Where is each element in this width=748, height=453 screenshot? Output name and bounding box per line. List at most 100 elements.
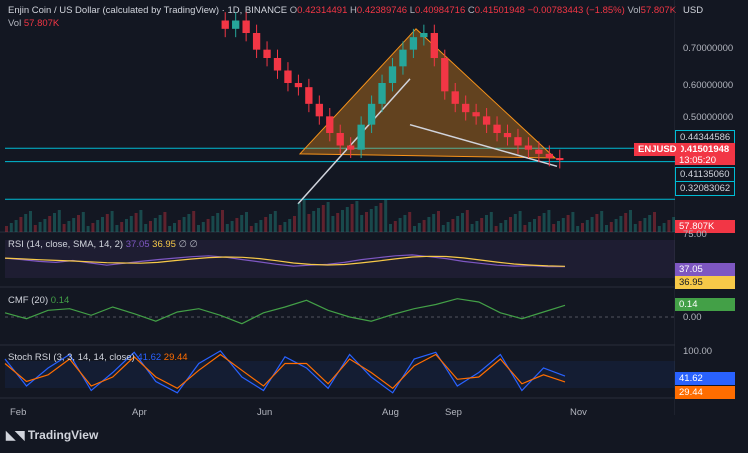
volume-bar	[528, 222, 532, 232]
low-value: 0.40984716	[415, 5, 466, 16]
volume-bar	[307, 214, 311, 232]
volume-bar	[5, 226, 8, 232]
volume-bar	[542, 213, 546, 232]
cmf-value: 0.14	[50, 295, 70, 306]
volume-bar	[86, 226, 90, 232]
volume-bar	[139, 210, 143, 232]
volume-bar	[494, 226, 498, 232]
volume-bar	[53, 213, 56, 232]
stoch-title[interactable]: Stoch RSI (3, 3, 14, 14, close)	[8, 352, 135, 363]
volume-bar	[393, 221, 397, 232]
stoch-legend: Stoch RSI (3, 3, 14, 14, close) 41.62 29…	[8, 352, 188, 363]
candle	[451, 91, 459, 104]
volume-bar	[566, 215, 570, 232]
symbol-title[interactable]: Enjin Coin / US Dollar (calculated by Tr…	[8, 5, 288, 16]
volume-bar	[667, 220, 671, 232]
symbol-tag: ENJUSD	[634, 143, 681, 156]
volume-bar	[360, 215, 364, 232]
volume-bar	[441, 225, 445, 232]
volume-bar	[125, 219, 128, 232]
volume-bar	[19, 217, 23, 232]
volume-bar	[211, 216, 215, 232]
volume-bar	[120, 222, 124, 232]
candle	[503, 133, 512, 138]
price-chart[interactable]	[0, 0, 675, 415]
chart-header: Enjin Coin / US Dollar (calculated by Tr…	[8, 5, 676, 16]
volume-bar	[293, 216, 296, 232]
volume-bar	[509, 217, 512, 232]
volume-bar	[201, 222, 205, 232]
volume-bar	[643, 218, 647, 232]
time-tick-jun: Jun	[257, 407, 273, 418]
stoch-axis-top: 100.00	[683, 346, 713, 357]
volume-bar	[57, 210, 61, 232]
volume-bar	[595, 214, 599, 232]
stoch-k-line	[4, 350, 566, 394]
close-value: 0.41501948	[474, 5, 525, 16]
rsi-title[interactable]: RSI (14, close, SMA, 14, 2)	[8, 239, 124, 250]
open-value: 0.42314491	[297, 5, 348, 16]
volume-bar	[365, 212, 368, 232]
cmf-title[interactable]: CMF (20)	[8, 295, 49, 306]
high-label: H	[350, 5, 357, 16]
rsi-line	[4, 254, 565, 268]
volume-bar	[657, 226, 661, 232]
volume-bar	[81, 212, 85, 232]
candle	[535, 149, 543, 154]
high-value: 0.42389746	[356, 5, 408, 16]
volume-bar	[269, 214, 272, 232]
candle	[399, 49, 407, 67]
volume-bar	[283, 222, 287, 232]
volume-bar	[168, 226, 172, 232]
candle	[545, 153, 553, 158]
volume-bar	[518, 211, 522, 232]
candle	[462, 103, 470, 113]
volume-bar	[355, 201, 359, 232]
stoch-d-line	[4, 353, 566, 390]
volume-bar	[144, 224, 148, 232]
trendline-falling	[409, 123, 558, 168]
volume-bar	[317, 208, 320, 232]
last-price: 0.41501948	[679, 144, 730, 155]
volume-bar	[341, 210, 344, 232]
volume-bar	[576, 226, 580, 232]
volume-bar	[552, 224, 556, 232]
volume-bar	[413, 226, 416, 232]
volume-bar	[326, 202, 330, 232]
candle	[409, 37, 418, 50]
cmf-zero: 0.00	[683, 312, 702, 323]
volume-bar	[629, 210, 632, 232]
candle	[524, 145, 533, 150]
candle	[357, 124, 365, 150]
volume-bar	[33, 225, 37, 232]
tradingview-logo[interactable]: ◣◥ TradingView	[6, 428, 98, 442]
price-tick-060: 0.60000000	[683, 80, 734, 91]
candle	[556, 158, 564, 161]
volume-bar	[77, 215, 80, 232]
volume-bar	[432, 214, 436, 232]
volume-bar	[225, 224, 229, 232]
volume-bar	[48, 216, 52, 232]
candle	[441, 58, 449, 92]
volume-bar	[384, 200, 388, 232]
volume-bar	[153, 218, 157, 232]
volume-bar	[638, 221, 642, 232]
cmf-legend: CMF (20) 0.14	[8, 295, 69, 306]
volume-bar	[331, 216, 335, 232]
volume-bar	[403, 215, 407, 232]
volume-bar	[297, 203, 301, 232]
volume-bar	[465, 210, 469, 232]
volume-bar	[609, 222, 613, 232]
volume-bar	[489, 212, 493, 232]
volume-bar	[187, 214, 191, 232]
volume-bar	[38, 222, 42, 232]
cmf-line	[4, 298, 566, 325]
volume-bar	[470, 224, 474, 232]
volume-bar	[288, 219, 292, 232]
currency-label[interactable]: USD	[683, 5, 704, 16]
candle	[378, 83, 386, 104]
volume-bar	[480, 218, 484, 232]
volume-bar	[590, 217, 594, 232]
price-tick-050: 0.50000000	[683, 112, 734, 123]
volume-bar	[461, 213, 464, 232]
